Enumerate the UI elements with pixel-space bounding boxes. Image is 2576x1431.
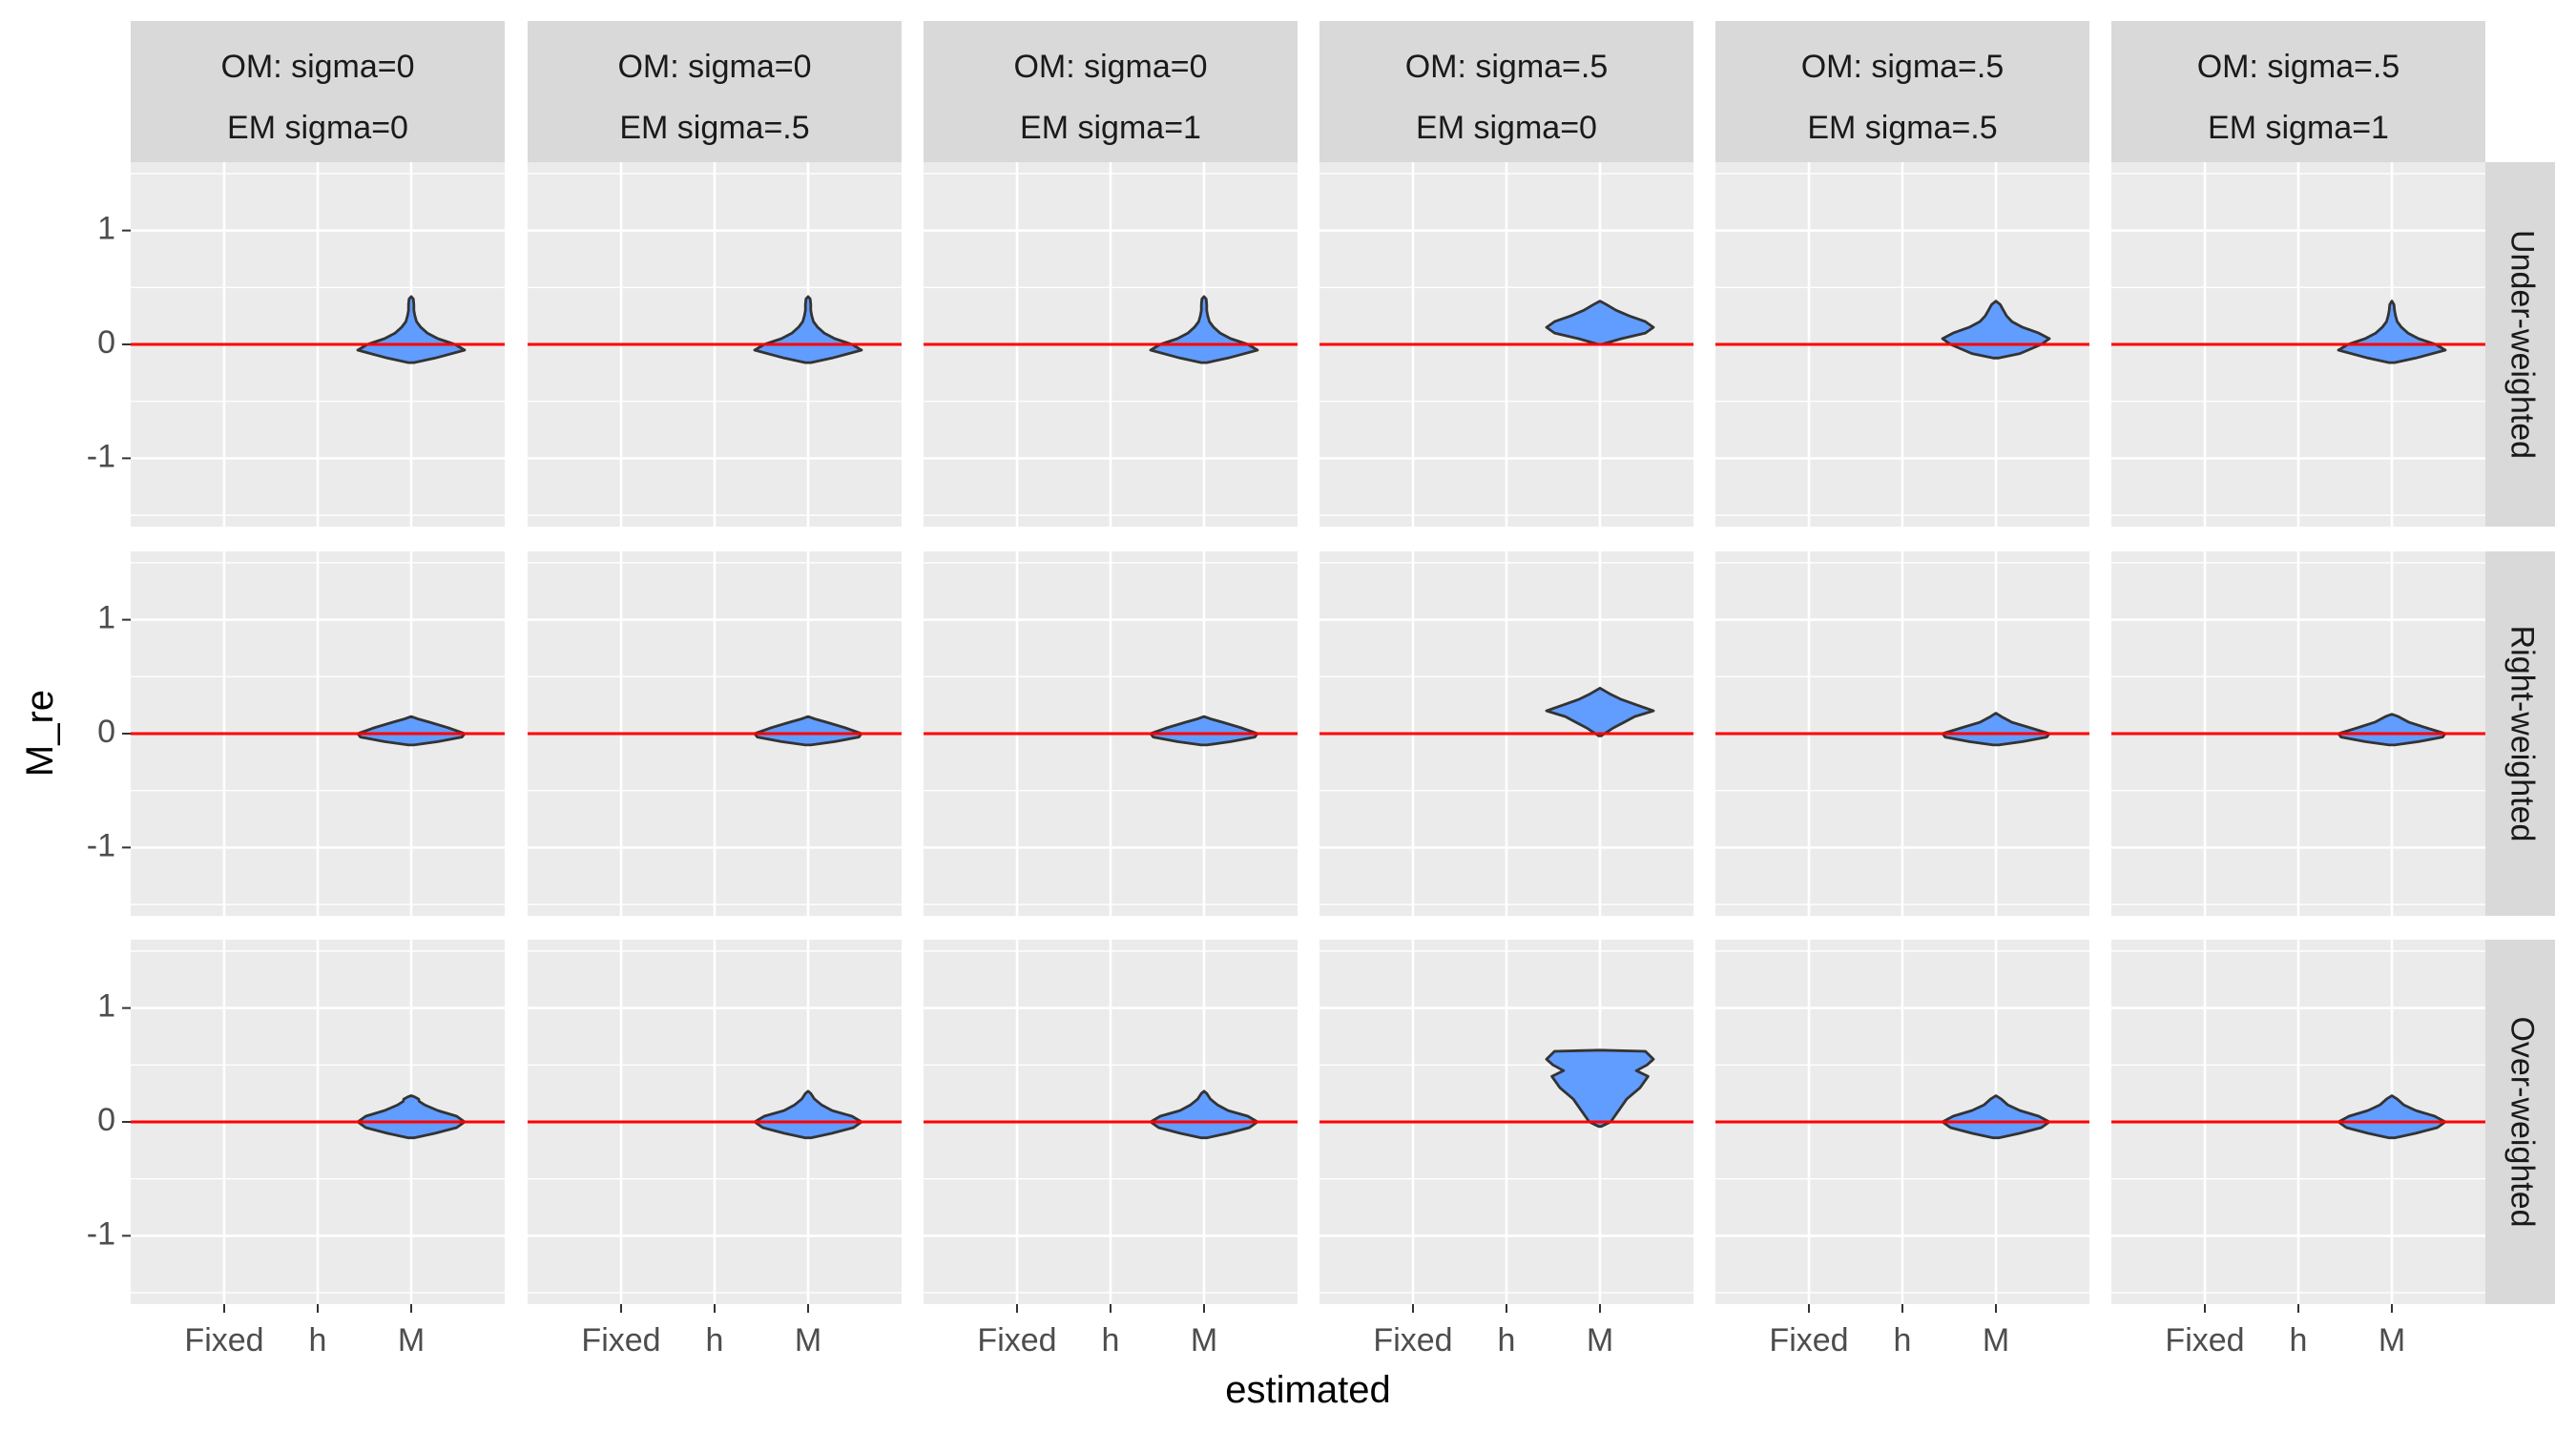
x-tick-label: Fixed — [1373, 1322, 1452, 1358]
violin — [1545, 300, 1655, 346]
x-tick-label: h — [1102, 1322, 1120, 1358]
column-strip — [1715, 21, 2089, 162]
x-tick-label: M — [1587, 1322, 1613, 1358]
column-strip — [528, 21, 902, 162]
violin — [1545, 1048, 1655, 1129]
column-strip — [1319, 21, 1693, 162]
y-tick-label: 1 — [97, 988, 115, 1025]
column-strip-em-label: EM sigma=0 — [227, 110, 408, 146]
row-strip-label: Right-weighted — [2504, 626, 2541, 842]
column-strip-om-label: OM: sigma=0 — [617, 49, 811, 85]
y-tick-label: 0 — [97, 324, 115, 361]
column-strip — [131, 21, 505, 162]
x-tick-label: M — [398, 1322, 425, 1358]
column-strip-om-label: OM: sigma=.5 — [1801, 49, 2005, 85]
column-strip-em-label: EM sigma=1 — [1020, 110, 1201, 146]
violin — [1545, 686, 1655, 737]
x-tick-label: M — [1191, 1322, 1217, 1358]
x-tick-label: Fixed — [184, 1322, 263, 1358]
row-strips: Under-weighted Right-weighted Over-weighte… — [2485, 162, 2555, 1304]
column-strip-om-label: OM: sigma=.5 — [2197, 49, 2400, 85]
y-tick-label: -1 — [87, 827, 115, 863]
column-strip-em-label: EM sigma=0 — [1416, 110, 1597, 146]
y-tick-label: -1 — [87, 438, 115, 474]
row-strip — [2485, 940, 2555, 1304]
y-tick-labels: -1 0 1 -1 0 1 -1 0 1 — [87, 211, 131, 1252]
column-strip-om-label: OM: sigma=0 — [1013, 49, 1207, 85]
column-strip-em-label: EM sigma=.5 — [1807, 110, 1997, 146]
column-strip — [2111, 21, 2485, 162]
x-axis-title: estimated — [1225, 1369, 1390, 1411]
violin — [356, 715, 467, 747]
x-tick-label: M — [795, 1322, 821, 1358]
violin — [1941, 712, 2051, 747]
x-tick-label: h — [2290, 1322, 2308, 1358]
column-strip-om-label: OM: sigma=0 — [220, 49, 414, 85]
x-tick-label: M — [1983, 1322, 2009, 1358]
column-strip-em-label: EM sigma=1 — [2208, 110, 2389, 146]
x-tick-label: h — [1894, 1322, 1912, 1358]
violin — [1149, 715, 1259, 747]
violin — [753, 715, 863, 747]
x-tick-label: h — [706, 1322, 724, 1358]
y-tick-label: 0 — [97, 714, 115, 750]
y-axis-title: M_re — [19, 690, 61, 777]
y-tick-label: 1 — [97, 600, 115, 636]
column-strip-em-label: EM sigma=.5 — [619, 110, 809, 146]
x-tick-label: Fixed — [1769, 1322, 1848, 1358]
violin — [2337, 713, 2447, 747]
y-tick-label: 0 — [97, 1102, 115, 1138]
x-tick-label: Fixed — [2165, 1322, 2244, 1358]
row-strip-label: Under-weighted — [2504, 230, 2541, 459]
column-strip-om-label: OM: sigma=.5 — [1405, 49, 1609, 85]
facet-panels — [131, 162, 2485, 1304]
violin — [356, 1094, 467, 1140]
y-tick-label: -1 — [87, 1215, 115, 1252]
column-strips: OM: sigma=0 EM sigma=0 OM: sigma=0 EM sigma… — [131, 21, 2485, 162]
x-tick-label: h — [309, 1322, 327, 1358]
x-tick-labels: Fixed h M Fixed h M Fixed h M Fixed h M Fixed h M Fixed… — [184, 1304, 2405, 1358]
row-strip-label: Over-weighted — [2504, 1016, 2541, 1227]
x-tick-label: Fixed — [581, 1322, 660, 1358]
y-tick-label: 1 — [97, 211, 115, 247]
column-strip — [924, 21, 1298, 162]
x-tick-label: Fixed — [977, 1322, 1056, 1358]
row-strip — [2485, 551, 2555, 916]
row-strip — [2485, 162, 2555, 527]
x-tick-label: h — [1498, 1322, 1516, 1358]
x-tick-label: M — [2379, 1322, 2405, 1358]
